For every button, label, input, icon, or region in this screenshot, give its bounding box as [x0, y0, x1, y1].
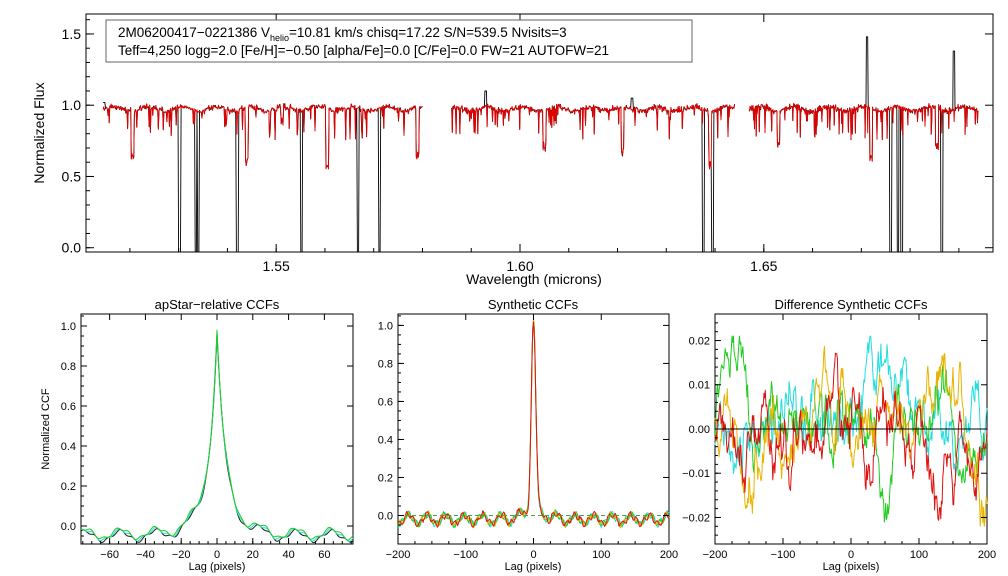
x-tick-label: 0 — [530, 549, 536, 561]
x-tick-label: −100 — [771, 549, 796, 561]
synthetic-ccf-panel: −200 −100 0 100 200 0.0 0.2 0.4 0.6 0.8 1.0 Synthe… — [378, 297, 678, 573]
ccf-series-line — [80, 333, 354, 544]
x-tick-label: 20 — [247, 549, 259, 561]
x-tick-label: −100 — [453, 549, 478, 561]
difference-ccf-series — [714, 335, 988, 527]
legend-box — [105, 19, 693, 63]
x-tick-label: 1.55 — [263, 258, 290, 274]
apstar-ccf-series — [80, 329, 354, 544]
ccf-series-line — [80, 329, 354, 541]
x-tick-label: 200 — [978, 549, 996, 561]
ccf-series-line — [714, 335, 988, 523]
y-tick-label: 1.0 — [61, 321, 76, 333]
x-tick-label: 200 — [660, 549, 678, 561]
x-tick-label: 100 — [592, 549, 610, 561]
apstar-ccf-xlabel: Lag (pixels) — [189, 561, 246, 573]
y-tick-label: 0.8 — [378, 358, 393, 370]
legend-object: 2M06200417−0221386 V — [118, 25, 270, 40]
y-tick-label: 0.2 — [378, 472, 393, 484]
ccf-series-line — [398, 321, 670, 528]
x-tick-label: 1.65 — [750, 258, 777, 274]
ccf-series-line — [714, 345, 988, 527]
y-tick-label: 0.4 — [378, 434, 393, 446]
x-tick-label: −20 — [172, 549, 191, 561]
model-spectrum — [102, 103, 423, 170]
synthetic-ccf-axes: −200 −100 0 100 200 0.0 0.2 0.4 0.6 0.8 1.0 — [378, 314, 678, 561]
apstar-ccf-title: apStar−relative CCFs — [155, 297, 280, 312]
y-tick-label: 1.0 — [62, 97, 82, 113]
y-tick-label: 0.5 — [62, 168, 82, 184]
y-tick-label: 0.6 — [378, 396, 393, 408]
spectrum-frame — [85, 13, 994, 253]
y-tick-label: 0.2 — [61, 481, 76, 493]
x-tick-label: −40 — [136, 549, 155, 561]
x-tick-label: −60 — [100, 549, 119, 561]
ccf-series-line — [397, 318, 670, 528]
y-tick-label: 0.8 — [61, 361, 76, 373]
spectrum-axes: 1.55 1.60 1.65 0.0 0.5 1.0 1.5 — [62, 14, 993, 274]
y-tick-label: 0.6 — [61, 401, 76, 413]
y-tick-label: −0.02 — [682, 512, 710, 524]
x-tick-label: 0 — [848, 549, 854, 561]
apstar-ccf-axes: −60 −40 −20 0 20 40 60 0.0 0.2 0.4 0.6 0.8 1.0 — [61, 314, 353, 561]
difference-ccf-axes: −200 −100 0 100 200 −0.02 −0.01 0.00 0.01 0.02 — [682, 314, 996, 561]
synthetic-ccf-title: Synthetic CCFs — [488, 297, 579, 312]
y-tick-label: 0.0 — [62, 240, 82, 256]
y-tick-label: 0.02 — [689, 335, 710, 347]
ccf-series-line — [397, 319, 670, 529]
legend-line-1: 2M06200417−0221386 Vhelio=10.81 km/s chi… — [118, 25, 567, 43]
y-tick-label: 0.4 — [61, 441, 76, 453]
ccf-series-line — [714, 352, 988, 521]
synthetic-ccf-xlabel: Lag (pixels) — [505, 561, 562, 573]
legend-line-2: Teff=4,250 logg=2.0 [Fe/H]=−0.50 [alpha/… — [118, 43, 609, 58]
x-tick-label: 1.60 — [506, 258, 533, 274]
model-spectrum — [451, 103, 736, 170]
x-tick-label: 60 — [318, 549, 330, 561]
model-spectrum — [748, 102, 979, 162]
difference-ccf-title: Difference Synthetic CCFs — [775, 297, 928, 312]
legend-helio-sub: helio — [270, 33, 289, 43]
spectrum-ylabel: Normalized Flux — [31, 82, 47, 183]
apstar-ccf-frame — [80, 313, 354, 545]
ccf-series-line — [80, 331, 354, 542]
x-tick-label: −200 — [386, 549, 411, 561]
y-tick-label: −0.01 — [682, 468, 710, 480]
ccf-series-line — [397, 321, 670, 529]
synthetic-ccf-series — [397, 318, 670, 529]
y-tick-label: 0.0 — [61, 521, 76, 533]
spectrum-panel: 1.55 1.60 1.65 0.0 0.5 1.0 1.5 2M06200417−0221… — [31, 13, 994, 287]
y-tick-label: 1.0 — [378, 320, 393, 332]
x-tick-label: 100 — [910, 549, 928, 561]
observed-spectrum — [748, 36, 979, 253]
spectrum-series — [102, 36, 979, 253]
x-tick-label: 0 — [214, 549, 220, 561]
y-tick-label: 0.0 — [378, 510, 393, 522]
apstar-ccf-ylabel: Normalized CCF — [40, 388, 52, 470]
x-tick-label: 40 — [282, 549, 294, 561]
synthetic-ccf-frame — [397, 313, 670, 545]
y-tick-label: 0.01 — [689, 380, 710, 392]
legend-velocity: =10.81 km/s chisq=17.22 S/N=539.5 Nvisit… — [289, 25, 567, 40]
difference-ccf-xlabel: Lag (pixels) — [823, 561, 880, 573]
x-tick-label: −200 — [703, 549, 728, 561]
spectrum-xlabel: Wavelength (microns) — [466, 271, 602, 287]
apstar-ccf-panel: −60 −40 −20 0 20 40 60 0.0 0.2 0.4 0.6 0.8 1.0 apSta… — [40, 297, 354, 573]
y-tick-label: 0.00 — [689, 424, 710, 436]
difference-ccf-panel: −200 −100 0 100 200 −0.02 −0.01 0.00 0.01 0.02 Di… — [682, 297, 996, 573]
y-tick-label: 1.5 — [62, 26, 82, 42]
